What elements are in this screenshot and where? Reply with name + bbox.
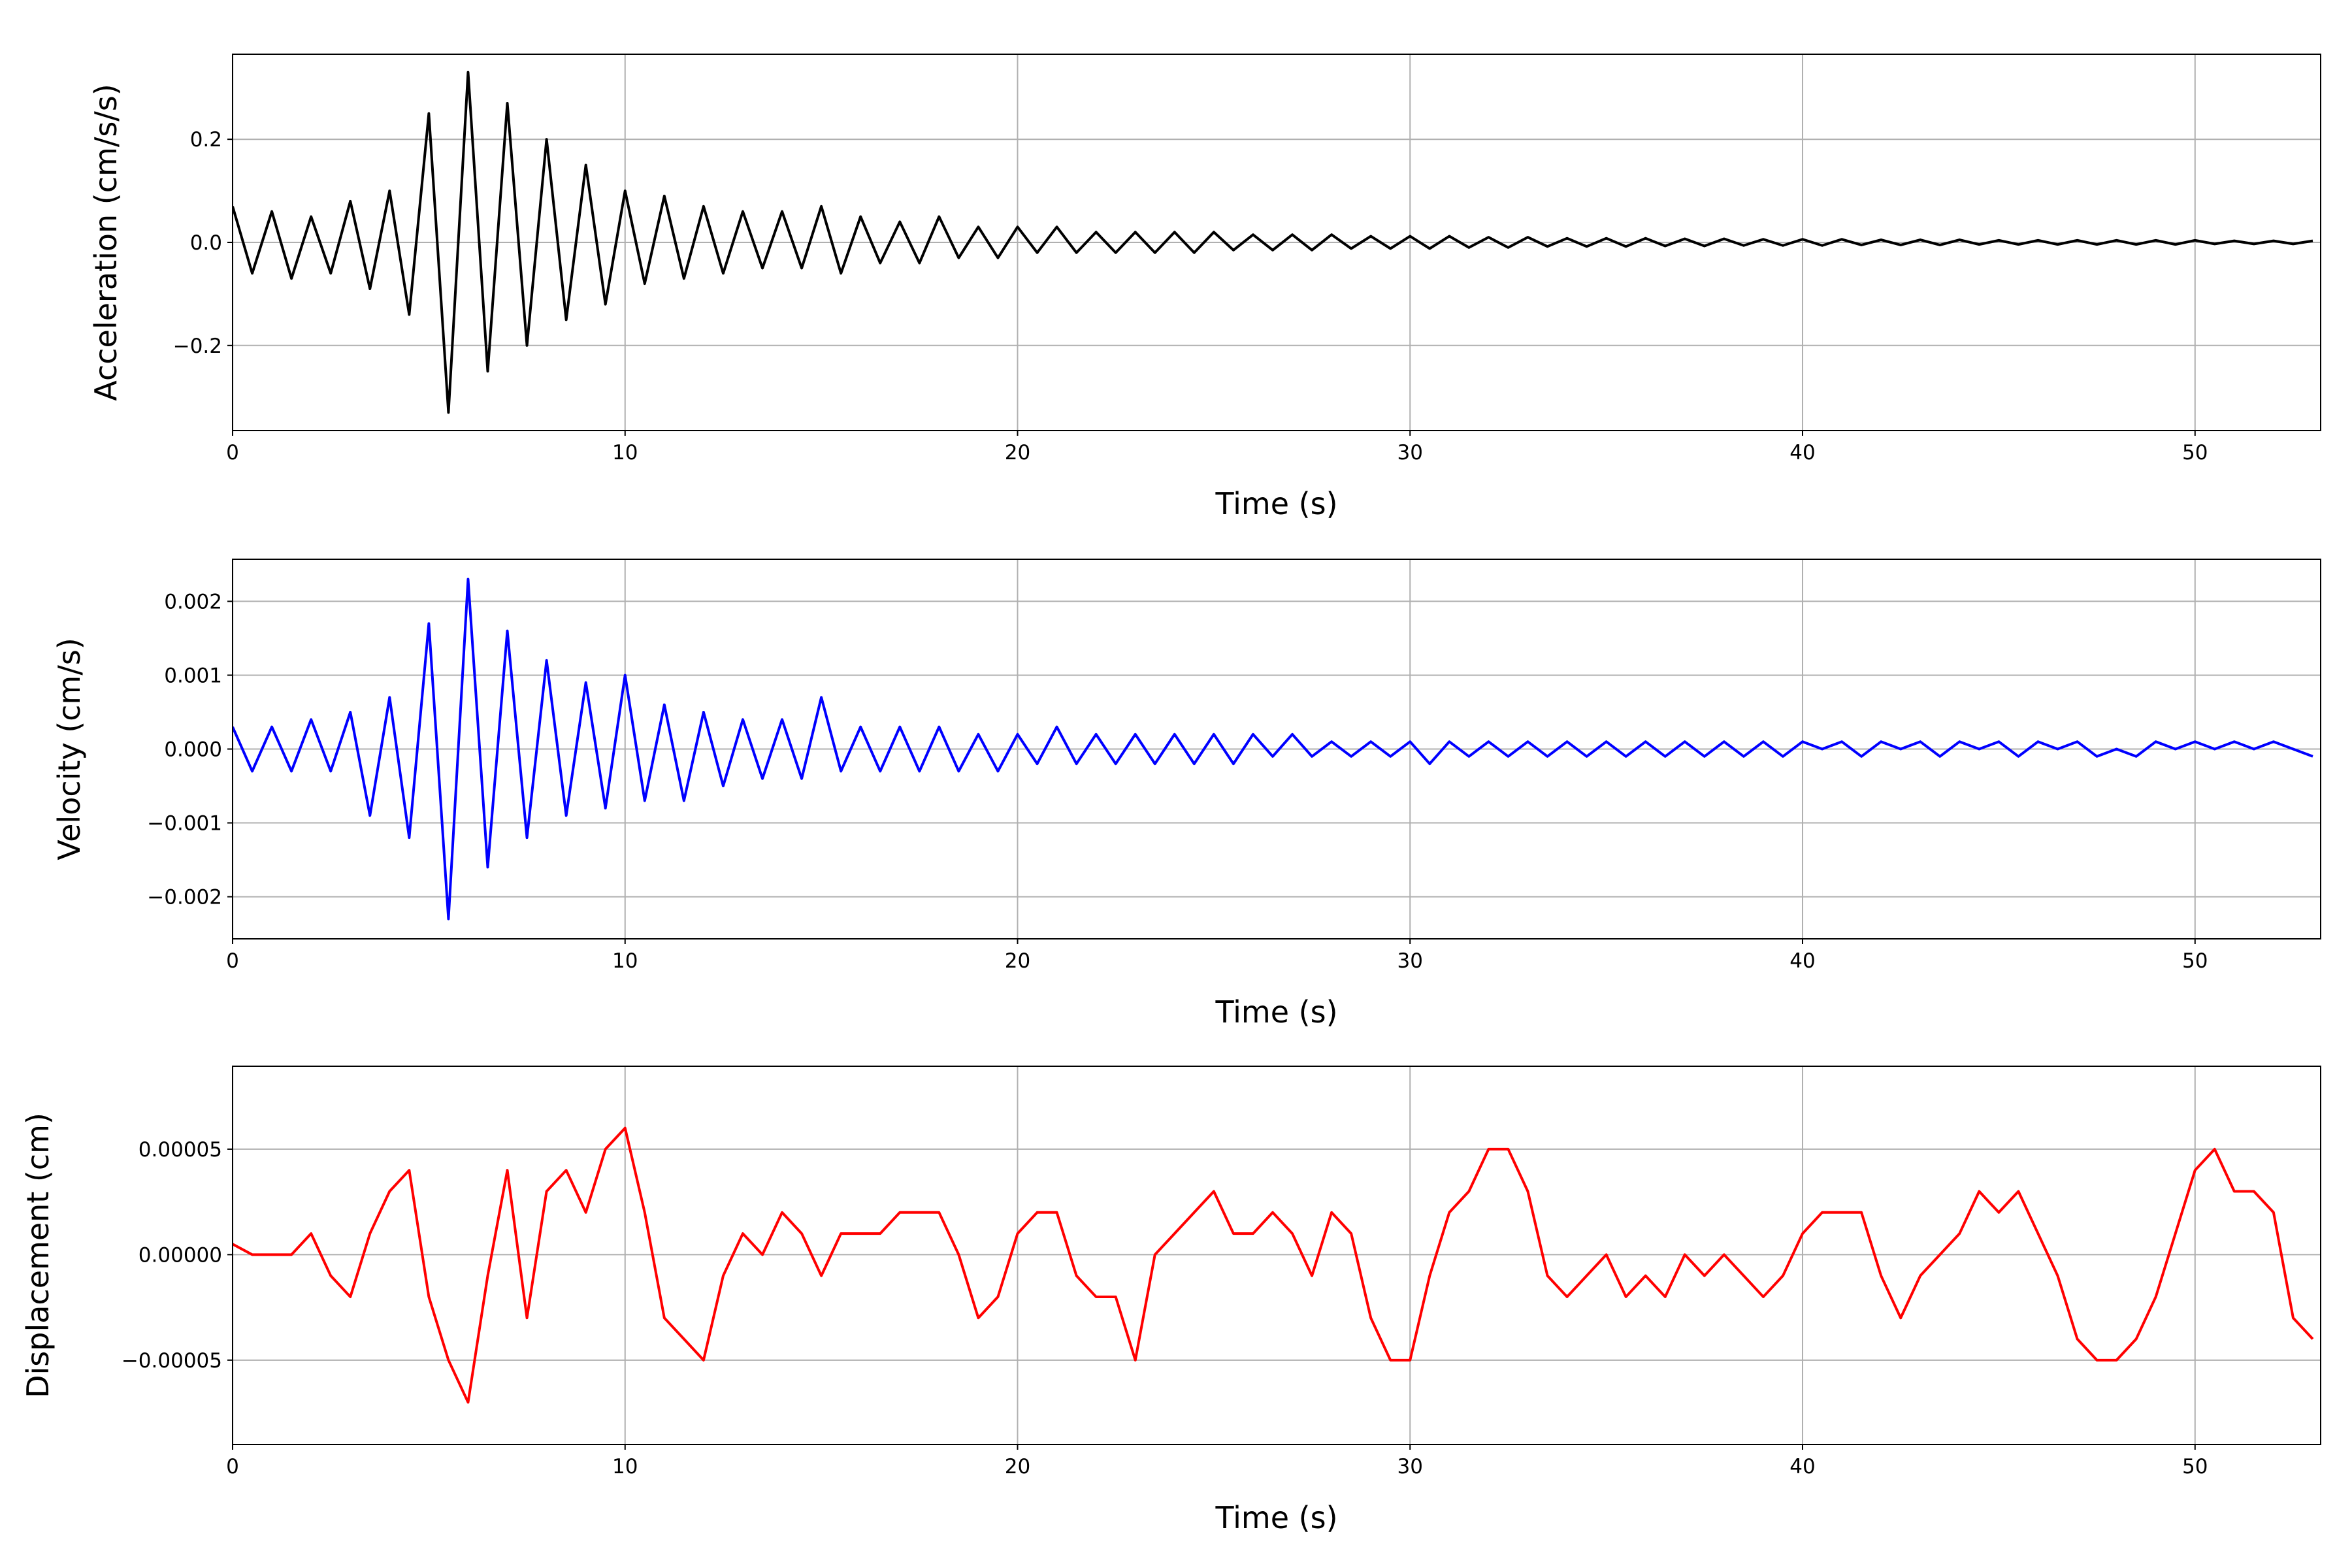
y-axis-label: Displacement (cm) xyxy=(20,1113,56,1398)
x-tick-label: 0 xyxy=(226,441,239,465)
x-tick-label: 20 xyxy=(1005,441,1030,465)
x-tick-label: 40 xyxy=(1789,1455,1815,1478)
x-tick-label: 0 xyxy=(226,949,239,973)
x-tick-label: 40 xyxy=(1789,441,1815,465)
y-tick-label: 0.00000 xyxy=(139,1243,222,1267)
x-tick-label: 30 xyxy=(1397,949,1423,973)
x-axis-label: Time (s) xyxy=(1215,994,1337,1030)
x-tick-label: 10 xyxy=(612,1455,638,1478)
x-tick-label: 20 xyxy=(1005,949,1030,973)
y-tick-label: 0.001 xyxy=(164,664,222,687)
y-axis-label: Velocity (cm/s) xyxy=(52,638,87,860)
data-line xyxy=(233,1126,2314,1404)
x-tick-label: 30 xyxy=(1397,441,1423,465)
data-line xyxy=(233,71,2313,414)
x-tick-label: 20 xyxy=(1005,1455,1030,1478)
x-axis-label: Time (s) xyxy=(1215,486,1337,521)
y-tick-label: 0.000 xyxy=(164,738,222,762)
y-tick-label: 0.0 xyxy=(190,231,222,255)
x-tick-label: 40 xyxy=(1789,949,1815,973)
x-tick-label: 50 xyxy=(2182,441,2208,465)
y-tick-label: 0.002 xyxy=(164,590,222,613)
y-tick-label: −0.002 xyxy=(147,886,222,909)
x-tick-label: 50 xyxy=(2182,1455,2208,1478)
data-line xyxy=(233,578,2313,921)
y-tick-label: 0.2 xyxy=(190,128,222,152)
x-axis-label: Time (s) xyxy=(1215,1500,1337,1535)
y-tick-label: 0.00005 xyxy=(139,1138,222,1162)
y-tick-label: −0.2 xyxy=(173,335,222,358)
y-tick-label: −0.001 xyxy=(147,812,222,836)
x-tick-label: 10 xyxy=(612,441,638,465)
plot-frame xyxy=(232,54,2321,431)
y-tick-label: −0.00005 xyxy=(122,1349,222,1373)
plot-frame xyxy=(232,1066,2321,1445)
x-tick-label: 50 xyxy=(2182,949,2208,973)
plot-frame xyxy=(232,559,2321,939)
y-axis-label: Acceleration (cm/s/s) xyxy=(88,84,123,400)
x-tick-label: 10 xyxy=(612,949,638,973)
x-tick-label: 30 xyxy=(1397,1455,1423,1478)
x-tick-label: 0 xyxy=(226,1455,239,1478)
